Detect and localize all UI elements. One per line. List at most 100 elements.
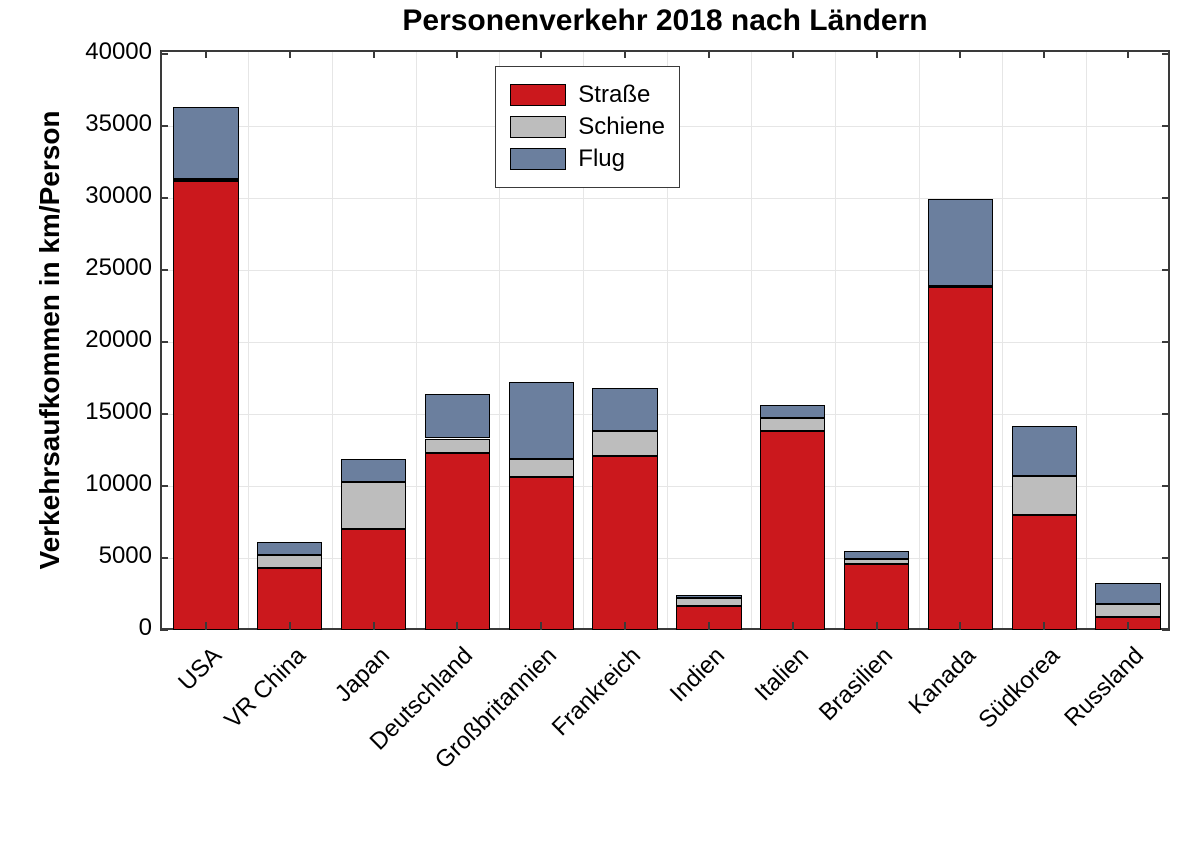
bar-brasilien xyxy=(844,54,909,630)
x-tick-label: USA xyxy=(173,642,228,697)
y-tick-mark xyxy=(160,341,168,343)
legend-label: Schiene xyxy=(578,113,665,141)
y-tick-mark xyxy=(1162,557,1170,559)
y-tick-label: 20000 xyxy=(85,326,160,354)
y-tick-mark xyxy=(1162,269,1170,271)
x-tick-label: Frankreich xyxy=(547,642,647,742)
x-tick-mark xyxy=(624,50,626,58)
x-tick-mark xyxy=(373,622,375,630)
y-tick-label: 30000 xyxy=(85,182,160,210)
bar-segment-flug xyxy=(425,394,490,439)
x-tick-mark xyxy=(792,50,794,58)
bar-segment-flug xyxy=(257,542,322,555)
y-tick-mark xyxy=(160,197,168,199)
legend-item-schiene: Schiene xyxy=(510,113,665,141)
bar-indien xyxy=(676,54,741,630)
bar-segment-flug xyxy=(173,107,238,179)
bar-segment-stra-e xyxy=(1012,515,1077,630)
y-tick-mark xyxy=(1162,413,1170,415)
x-tick-mark xyxy=(1043,50,1045,58)
x-tick-label: Kanada xyxy=(904,642,982,720)
bar-japan xyxy=(341,54,406,630)
y-tick-mark xyxy=(160,125,168,127)
bar-segment-flug xyxy=(592,388,657,431)
x-tick-label: Japan xyxy=(329,642,395,708)
bar-segment-flug xyxy=(844,551,909,560)
x-tick-label: Russland xyxy=(1059,642,1150,733)
bar-deutschland xyxy=(425,54,490,630)
x-tick-mark xyxy=(1043,622,1045,630)
x-tick-mark xyxy=(1127,622,1129,630)
y-tick-mark xyxy=(1162,629,1170,631)
bar-segment-stra-e xyxy=(760,431,825,630)
y-tick-mark xyxy=(160,629,168,631)
bar-segment-stra-e xyxy=(928,287,993,630)
y-tick-mark xyxy=(1162,125,1170,127)
y-tick-mark xyxy=(1162,197,1170,199)
bar-kanada xyxy=(928,54,993,630)
legend-swatch xyxy=(510,148,566,170)
x-tick-mark xyxy=(708,50,710,58)
y-tick-mark xyxy=(1162,485,1170,487)
x-tick-mark xyxy=(289,50,291,58)
y-tick-mark xyxy=(1162,53,1170,55)
bar-segment-flug xyxy=(760,405,825,418)
y-tick-label: 5000 xyxy=(99,542,160,570)
legend-label: Flug xyxy=(578,145,625,173)
x-tick-mark xyxy=(456,50,458,58)
y-tick-mark xyxy=(160,557,168,559)
x-tick-label: Indien xyxy=(665,642,731,708)
bar-segment-schiene xyxy=(257,555,322,568)
y-tick-label: 15000 xyxy=(85,398,160,426)
bar-segment-schiene xyxy=(676,598,741,607)
x-tick-mark xyxy=(959,622,961,630)
y-tick-label: 25000 xyxy=(85,254,160,282)
bar-s-dkorea xyxy=(1012,54,1077,630)
bar-russland xyxy=(1095,54,1160,630)
plot-area: Straße Schiene Flug xyxy=(160,50,1170,630)
y-tick-mark xyxy=(1162,341,1170,343)
x-tick-label: Brasilien xyxy=(813,642,898,727)
x-tick-label: VR China xyxy=(219,642,311,734)
x-tick-mark xyxy=(792,622,794,630)
x-tick-mark xyxy=(540,622,542,630)
x-tick-mark xyxy=(205,50,207,58)
bar-segment-stra-e xyxy=(425,453,490,630)
bar-segment-schiene xyxy=(760,418,825,431)
bar-segment-flug xyxy=(1012,426,1077,476)
bar-segment-schiene xyxy=(1095,604,1160,617)
y-tick-mark xyxy=(160,269,168,271)
x-tick-mark xyxy=(876,50,878,58)
x-tick-mark xyxy=(624,622,626,630)
x-tick-label: Italien xyxy=(749,642,814,707)
x-tick-mark xyxy=(540,50,542,58)
bar-segment-flug xyxy=(676,595,741,598)
legend: Straße Schiene Flug xyxy=(495,66,680,188)
bar-usa xyxy=(173,54,238,630)
x-tick-label: Südkorea xyxy=(974,642,1066,734)
y-tick-label: 0 xyxy=(139,614,160,642)
y-tick-label: 40000 xyxy=(85,38,160,66)
bar-segment-stra-e xyxy=(341,529,406,630)
bar-segment-flug xyxy=(341,459,406,482)
bar-segment-flug xyxy=(928,199,993,285)
bar-segment-stra-e xyxy=(257,568,322,630)
legend-label: Straße xyxy=(578,81,650,109)
x-tick-mark xyxy=(876,622,878,630)
bar-segment-stra-e xyxy=(509,477,574,630)
bar-segment-schiene xyxy=(509,459,574,478)
x-tick-mark xyxy=(1127,50,1129,58)
x-tick-mark xyxy=(289,622,291,630)
legend-swatch xyxy=(510,84,566,106)
y-tick-mark xyxy=(160,485,168,487)
legend-item-flug: Flug xyxy=(510,145,665,173)
legend-item-stra-e: Straße xyxy=(510,81,665,109)
y-tick-mark xyxy=(160,53,168,55)
bar-segment-stra-e xyxy=(844,564,909,630)
x-tick-mark xyxy=(959,50,961,58)
bar-segment-stra-e xyxy=(592,456,657,630)
bar-segment-schiene xyxy=(425,439,490,453)
y-axis-label: Verkehrsaufkommen in km/Person xyxy=(34,50,66,630)
chart-title: Personenverkehr 2018 nach Ländern xyxy=(160,4,1170,38)
x-tick-mark xyxy=(456,622,458,630)
